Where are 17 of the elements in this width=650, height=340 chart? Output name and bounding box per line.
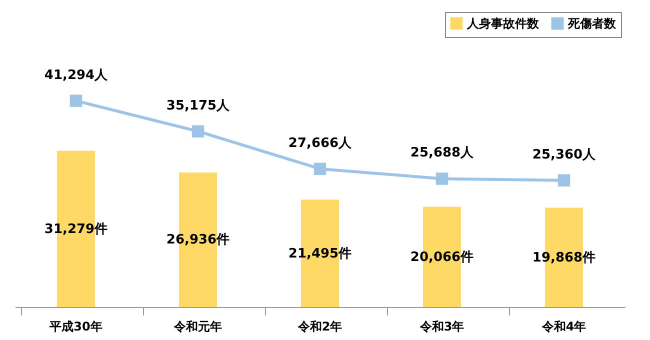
data-label: 25,688人 (410, 146, 475, 161)
data-label: 25,360人 (532, 147, 597, 162)
x-tick-label: 平成30年 (48, 320, 102, 334)
legend-label: 死傷者数 (567, 16, 617, 31)
point (192, 125, 204, 138)
x-tick-label: 令和4年 (540, 320, 586, 334)
data-label: 27,666人 (288, 136, 353, 151)
x-tick-label: 令和2年 (296, 320, 342, 334)
x-tick-label: 令和3年 (418, 320, 464, 334)
point (558, 174, 570, 186)
x-tick-label: 令和元年 (173, 320, 222, 334)
point (436, 172, 448, 185)
data-label: 41,294人 (44, 68, 109, 83)
point (70, 94, 82, 107)
legend-label: 人身事故件数 (466, 16, 540, 31)
point (314, 162, 326, 175)
data-label: 35,175人 (166, 98, 231, 114)
